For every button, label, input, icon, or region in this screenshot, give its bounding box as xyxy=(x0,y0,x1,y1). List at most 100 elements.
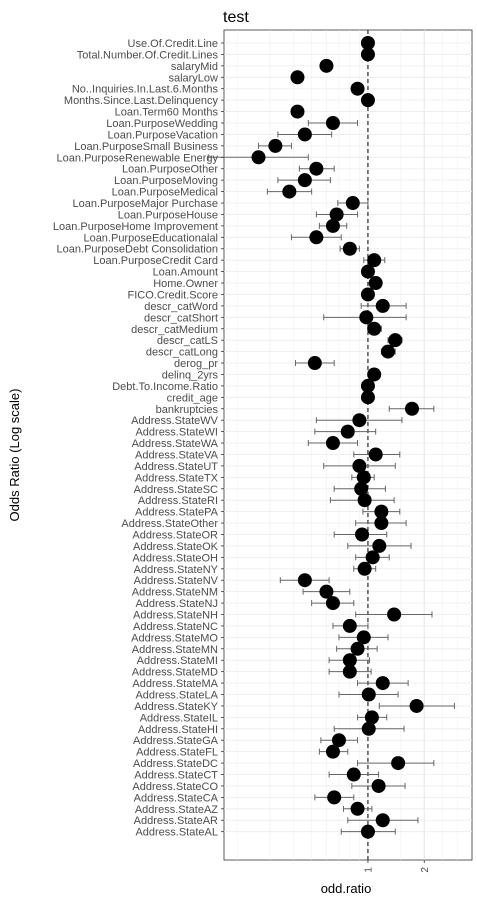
y-tick-label: Loan.PurposeMedical xyxy=(112,187,218,199)
y-tick-label: descr_catShort xyxy=(144,312,218,324)
y-tick-label: delinq_2yrs xyxy=(162,369,219,381)
data-point xyxy=(391,756,406,771)
y-tick-label: Total.Number.Of.Credit.Lines xyxy=(77,49,219,61)
y-tick-label: Address.StateNM xyxy=(132,587,218,599)
data-point xyxy=(357,493,372,508)
data-point xyxy=(331,733,346,748)
y-tick-label: Address.StateMI xyxy=(137,655,218,667)
y-tick-label: Loan.PurposeRenewable Energy xyxy=(57,152,219,164)
data-point xyxy=(352,458,367,473)
data-point xyxy=(361,687,376,702)
data-point xyxy=(361,721,376,736)
y-tick-label: No..Inquiries.In.Last.6.Months xyxy=(72,84,219,96)
data-point xyxy=(342,664,357,679)
x-axis-title: odd.ratio xyxy=(321,881,372,896)
data-point xyxy=(368,276,383,291)
y-tick-label: Address.StateNH xyxy=(133,610,218,622)
y-tick-label: Address.StateCT xyxy=(134,770,218,782)
y-tick-label: Address.StateLA xyxy=(135,690,218,702)
data-point xyxy=(357,561,372,576)
y-tick-label: Address.StateOther xyxy=(121,518,218,530)
grid-layer xyxy=(223,29,473,861)
data-point xyxy=(360,390,375,405)
y-tick-label: Months.Since.Last.Delinquency xyxy=(64,95,219,107)
data-point xyxy=(325,218,340,233)
data-point xyxy=(325,436,340,451)
y-tick-label: Loan.PurposeHome Improvement xyxy=(53,221,218,233)
data-point xyxy=(359,310,374,325)
data-point xyxy=(342,241,357,256)
y-tick-label: Address.StateHI xyxy=(138,724,218,736)
y-tick-label: Address.StateIL xyxy=(140,712,218,724)
data-point xyxy=(309,161,324,176)
data-point xyxy=(342,618,357,633)
y-tick-label: Address.StateNC xyxy=(133,621,218,633)
y-tick-label: Address.StateCO xyxy=(132,781,218,793)
y-tick-label: Address.StateAZ xyxy=(135,804,218,816)
data-point xyxy=(380,344,395,359)
y-tick-label: Debt.To.Income.Ratio xyxy=(112,381,218,393)
y-tick-label-layer: Use.Of.Credit.LineTotal.Number.Of.Credit… xyxy=(53,38,224,839)
data-point xyxy=(365,550,380,565)
data-point xyxy=(360,93,375,108)
data-point xyxy=(375,298,390,313)
y-tick-label: bankruptcies xyxy=(156,404,219,416)
y-tick-label: Loan.PurposeMoving xyxy=(114,175,218,187)
data-point xyxy=(346,767,361,782)
data-point xyxy=(340,424,355,439)
data-point xyxy=(290,70,305,85)
y-tick-label: Address.StateOR xyxy=(132,529,218,541)
data-point xyxy=(325,596,340,611)
y-tick-label: Address.StateNJ xyxy=(135,598,218,610)
y-tick-label: Address.StateMO xyxy=(131,632,218,644)
data-point xyxy=(350,81,365,96)
data-point xyxy=(251,150,266,165)
y-tick-label: Loan.PurposeOther xyxy=(122,164,218,176)
data-point xyxy=(367,321,382,336)
y-tick-label: Address.StateUT xyxy=(134,461,218,473)
data-point xyxy=(404,401,419,416)
y-tick-label: Address.StateWI xyxy=(135,427,218,439)
y-tick-label: Address.StateKY xyxy=(134,701,218,713)
data-point xyxy=(364,710,379,725)
y-tick-label: Address.StateWV xyxy=(131,415,218,427)
data-point xyxy=(356,630,371,645)
y-tick-label: Address.StateMD xyxy=(132,667,218,679)
y-axis-title: Odds Ratio (Log scale) xyxy=(7,389,22,522)
data-point xyxy=(319,584,334,599)
y-tick-label: Address.StateAR xyxy=(134,815,218,827)
chart-title: test xyxy=(223,9,249,26)
y-tick-label: Loan.Term60 Months xyxy=(115,107,219,119)
y-tick-label: Address.StateAL xyxy=(135,827,218,839)
y-tick-label: Home.Owner xyxy=(153,278,218,290)
data-point xyxy=(360,378,375,393)
y-tick-label: Loan.PurposeSmall Business xyxy=(74,141,218,153)
y-tick-label: salaryMid xyxy=(171,61,218,73)
y-tick-label: Address.StateCA xyxy=(134,792,219,804)
y-tick-label: Address.StateMA xyxy=(132,678,218,690)
y-tick-label: Address.StateWA xyxy=(132,438,219,450)
data-point xyxy=(354,481,369,496)
data-point xyxy=(387,607,402,622)
data-point xyxy=(342,653,357,668)
y-tick-label: Address.StateMN xyxy=(132,644,218,656)
y-tick-label: salaryLow xyxy=(168,72,218,84)
data-point xyxy=(367,367,382,382)
y-tick-label: derog_pr xyxy=(174,358,218,370)
y-tick-label: credit_age xyxy=(167,392,218,404)
y-tick-label: Loan.PurposeCredit Card xyxy=(93,255,218,267)
y-tick-label: Loan.PurposeMajor Purchase xyxy=(72,198,218,210)
y-tick-label: Address.StateVA xyxy=(135,449,219,461)
y-tick-label: Address.StateTX xyxy=(135,472,219,484)
point-layer xyxy=(251,36,424,839)
y-tick-label: Loan.PurposeEducationalal xyxy=(83,232,218,244)
y-tick-label: Address.StateGA xyxy=(133,735,219,747)
y-tick-label: Loan.PurposeWedding xyxy=(106,118,218,130)
data-point xyxy=(309,230,324,245)
x-tick-label: 1 xyxy=(363,867,374,873)
y-tick-label: Address.StateOK xyxy=(133,541,219,553)
data-point xyxy=(375,676,390,691)
data-point xyxy=(329,207,344,222)
